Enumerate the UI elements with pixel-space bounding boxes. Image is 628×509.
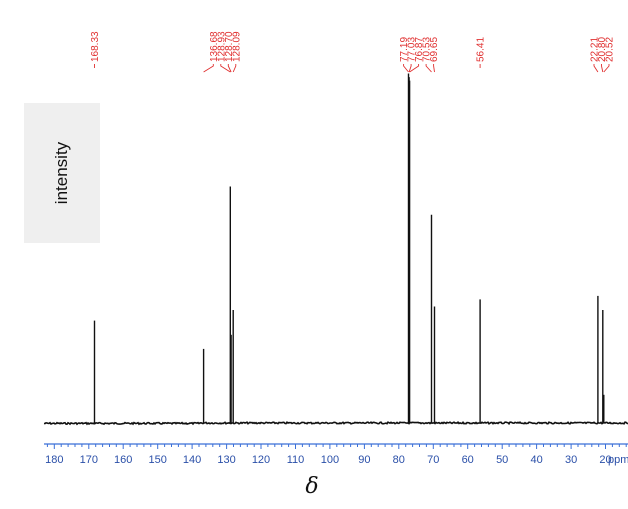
x-tick-label: 30 [565,454,577,466]
peak-label-connector [227,64,232,73]
x-tick-label: 40 [530,454,542,466]
peak-label-connector [220,64,231,73]
peak-label: 20.80 [597,37,608,62]
x-tick-label: 20 [599,454,611,466]
peak-label-connector [593,64,599,73]
peak-label: 128.93 [216,31,227,62]
peak-label: 77.19 [399,37,410,62]
x-tick-label: 160 [114,454,132,466]
peak-label-connector [425,64,432,73]
peak-label: 128.09 [231,31,242,62]
peak-label-connector [601,64,604,73]
x-tick-label: 150 [149,454,167,466]
peak-label-connector [409,64,420,73]
x-tick-label: 120 [252,454,270,466]
x-tick-label: 140 [183,454,201,466]
x-tick-label: 50 [496,454,508,466]
x-tick-label: 70 [427,454,439,466]
peak-label: 128.70 [224,31,235,62]
x-tick-label: 90 [358,454,370,466]
peak-label: 69.65 [429,37,440,62]
peak-label: 77.03 [407,37,418,62]
peak-label-connector [603,64,610,73]
peak-label-connector [203,64,214,73]
x-tick-label: 60 [462,454,474,466]
ylabel-background [24,103,100,243]
x-tick-label: 110 [287,454,305,466]
peak-label: 22.21 [590,37,601,62]
x-axis-layer: 180 170 160 150 140 130 120 110 100 90 80 70 60 50 40 3… [44,443,628,466]
peak-label: 76.87 [414,37,425,62]
peak-label: 136.68 [209,31,220,62]
spectrum-trace-layer [43,73,628,426]
peak-label: 56.41 [476,37,487,62]
peak-label-connector [232,64,237,73]
x-tick-label: 100 [321,454,339,466]
x-unit-label: ppm [608,454,628,466]
x-tick-label: 130 [217,454,235,466]
peak-label-connector [403,64,409,73]
peak-label: 168.33 [90,31,101,62]
peak-label-connector [408,64,412,73]
x-tick-label: 180 [45,454,63,466]
peak-label: 20.52 [605,37,616,62]
spectrum-baseline [43,421,628,426]
peak-label-connector [433,64,435,73]
x-tick-label: 170 [80,454,98,466]
x-axis-label: δ [305,474,319,499]
x-tick-label: 80 [393,454,405,466]
peak-label: 70.53 [422,37,433,62]
